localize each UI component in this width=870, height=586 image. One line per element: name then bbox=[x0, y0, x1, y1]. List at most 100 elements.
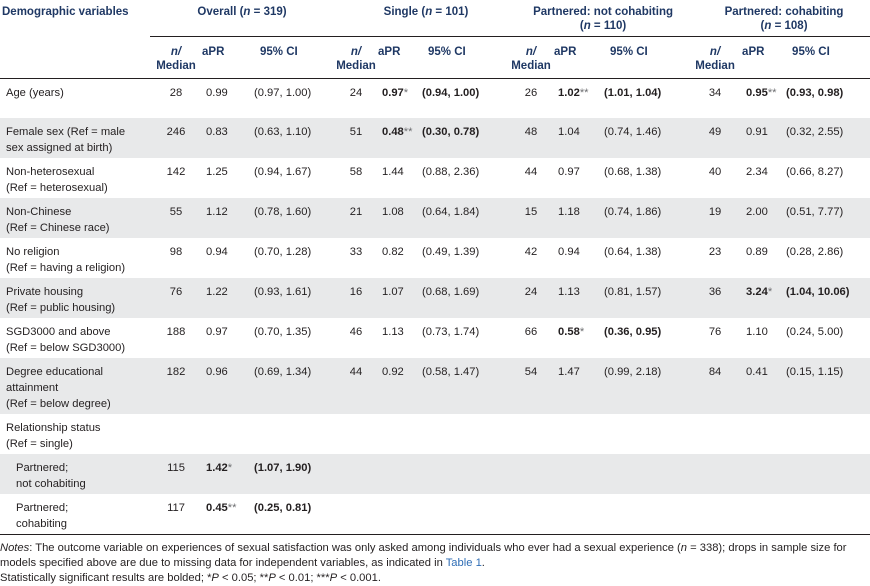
cell-apr bbox=[554, 414, 604, 454]
cell-95ci: (0.64, 1.84) bbox=[422, 206, 480, 218]
cell-n-median bbox=[508, 414, 554, 454]
subheader-95ci: 95% CI bbox=[260, 45, 298, 58]
cell-95ci: (0.64, 1.38) bbox=[604, 246, 662, 258]
cell-n-median bbox=[334, 494, 378, 534]
cell-apr bbox=[554, 454, 604, 494]
cell-apr bbox=[378, 494, 422, 534]
cell-apr: 1.13 bbox=[382, 326, 404, 338]
cell-apr bbox=[742, 494, 786, 534]
cell-n-median: 54 bbox=[524, 366, 538, 378]
cell-n-median bbox=[508, 454, 554, 494]
row-label: Non-heterosexual (Ref = heterosexual) bbox=[6, 166, 108, 194]
cell-95ci: (1.07, 1.90) bbox=[254, 462, 312, 474]
cell-95ci bbox=[604, 494, 688, 534]
group-header-cohabiting: Partnered: cohabiting (n = 108) bbox=[688, 0, 870, 37]
notes-line-3: Statistically significant results are bo… bbox=[0, 571, 381, 584]
cell-apr: 1.13 bbox=[558, 286, 580, 298]
cell-apr: 0.95** bbox=[746, 86, 777, 99]
table-row: No religion (Ref = having a religion) 98 0.… bbox=[0, 238, 870, 278]
subheader-95ci: 95% CI bbox=[792, 45, 830, 58]
cell-95ci bbox=[422, 454, 508, 494]
cell-95ci: (0.24, 5.00) bbox=[786, 326, 844, 338]
cell-95ci: (0.63, 1.10) bbox=[254, 126, 312, 138]
table-row: Non-Chinese (Ref = Chinese race) 55 1.12 (0.… bbox=[0, 198, 870, 238]
cell-95ci: (0.93, 1.61) bbox=[254, 286, 312, 298]
cell-n-median: 44 bbox=[524, 166, 538, 178]
subheader-n-median: n/Median bbox=[511, 45, 551, 72]
cell-apr: 0.91 bbox=[746, 126, 768, 138]
cell-95ci: (0.74, 1.86) bbox=[604, 206, 662, 218]
notes-line-1: Notes: The outcome variable on experienc… bbox=[0, 541, 847, 554]
cell-95ci: (0.99, 2.18) bbox=[604, 366, 662, 378]
cell-apr: 0.45** bbox=[206, 502, 237, 514]
cell-95ci: (0.81, 1.57) bbox=[604, 286, 662, 298]
cell-95ci bbox=[786, 414, 870, 454]
cell-n-median: 26 bbox=[524, 86, 538, 99]
cell-95ci: (0.30, 0.78) bbox=[422, 126, 480, 138]
row-label: Relationship status (Ref = single) bbox=[6, 422, 101, 450]
table-row: SGD3000 and above (Ref = below SGD3000) 18… bbox=[0, 318, 870, 358]
subheader-apr: aPR bbox=[378, 45, 401, 58]
cell-95ci: (0.25, 0.81) bbox=[254, 502, 312, 514]
cell-n-median: 21 bbox=[349, 206, 363, 218]
cell-95ci bbox=[254, 414, 334, 454]
cell-95ci: (0.88, 2.36) bbox=[422, 166, 480, 178]
cell-apr: 1.02** bbox=[558, 86, 589, 99]
cell-n-median: 115 bbox=[167, 462, 185, 474]
cell-apr: 1.22 bbox=[206, 286, 228, 298]
cell-n-median: 34 bbox=[708, 86, 722, 99]
cell-n-median: 33 bbox=[349, 246, 363, 258]
cell-n-median: 28 bbox=[169, 86, 183, 99]
cell-apr: 1.18 bbox=[558, 206, 580, 218]
cell-95ci: (0.97, 1.00) bbox=[254, 86, 312, 99]
cell-apr: 1.07 bbox=[382, 286, 404, 298]
cell-95ci bbox=[604, 454, 688, 494]
cell-95ci bbox=[786, 494, 870, 534]
table-row: Private housing (Ref = public housing) 76 1… bbox=[0, 278, 870, 318]
row-label: Partnered; cohabiting bbox=[16, 502, 69, 530]
row-label: Non-Chinese (Ref = Chinese race) bbox=[6, 206, 110, 234]
row-label: Age (years) bbox=[6, 86, 64, 99]
subheader-n-median: n/Median bbox=[156, 45, 196, 72]
cell-apr: 0.97* bbox=[382, 86, 409, 99]
cell-95ci: (0.73, 1.74) bbox=[422, 326, 480, 338]
cell-apr: 0.58* bbox=[558, 326, 585, 338]
cell-apr: 0.97 bbox=[206, 326, 228, 338]
cell-apr: 0.96 bbox=[206, 366, 228, 378]
cell-95ci: (0.15, 1.15) bbox=[786, 366, 844, 378]
cell-n-median bbox=[688, 414, 742, 454]
cell-apr: 1.47 bbox=[558, 366, 580, 378]
cell-apr: 0.94 bbox=[206, 246, 228, 258]
cell-n-median bbox=[150, 414, 202, 454]
cell-apr: 2.34 bbox=[746, 166, 768, 178]
cell-n-median: 23 bbox=[708, 246, 722, 258]
cell-95ci: (0.94, 1.00) bbox=[422, 86, 480, 99]
table-1-link[interactable]: Table 1 bbox=[445, 556, 482, 569]
cell-n-median: 76 bbox=[708, 326, 722, 338]
group-header-not-cohabiting: Partnered: not cohabiting (n = 110) bbox=[508, 0, 689, 37]
cell-95ci: (0.58, 1.47) bbox=[422, 366, 480, 378]
cell-95ci: (0.28, 2.86) bbox=[786, 246, 844, 258]
cell-95ci: (0.68, 1.38) bbox=[604, 166, 662, 178]
cell-n-median: 51 bbox=[349, 126, 363, 138]
cell-95ci: (1.01, 1.04) bbox=[604, 86, 662, 99]
cell-95ci bbox=[786, 454, 870, 494]
cell-n-median: 24 bbox=[349, 86, 363, 99]
cell-n-median: 16 bbox=[349, 286, 363, 298]
subheader-apr: aPR bbox=[742, 45, 765, 58]
row-label: Partnered; not cohabiting bbox=[16, 462, 86, 490]
table-row: Age (years) 28 0.99 (0.97, 1.00) 24 0.97* (0.9… bbox=[0, 78, 870, 118]
subheader-n-median: n/Median bbox=[695, 45, 735, 72]
cell-apr: 0.83 bbox=[206, 126, 228, 138]
cell-apr: 1.25 bbox=[206, 166, 228, 178]
cell-apr: 3.24* bbox=[746, 286, 773, 298]
row-label: Degree educational attainment (Ref = below… bbox=[6, 366, 111, 410]
cell-n-median bbox=[688, 454, 742, 494]
row-label: Private housing (Ref = public housing) bbox=[6, 286, 116, 314]
subheader-95ci: 95% CI bbox=[428, 45, 466, 58]
cell-95ci: (0.93, 0.98) bbox=[786, 86, 844, 99]
cell-n-median: 48 bbox=[524, 126, 538, 138]
cell-apr: 1.04 bbox=[558, 126, 580, 138]
cell-apr: 1.08 bbox=[382, 206, 404, 218]
cell-n-median: 188 bbox=[166, 326, 186, 338]
